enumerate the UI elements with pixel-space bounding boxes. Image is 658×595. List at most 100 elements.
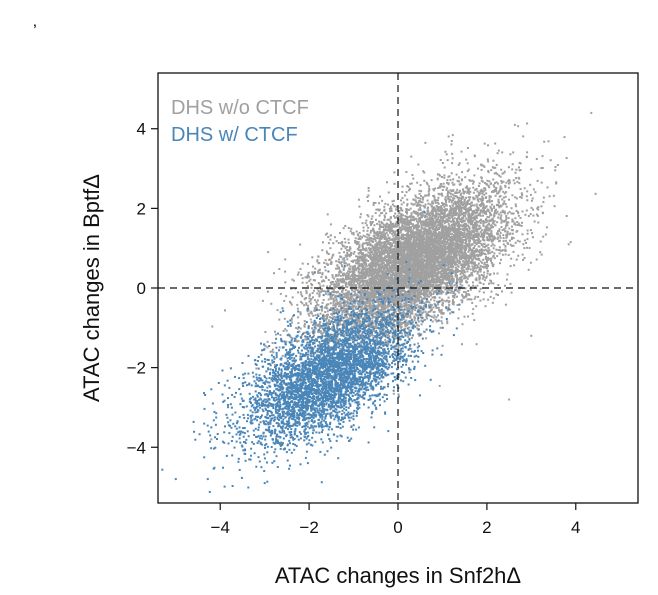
data-point [469, 235, 472, 238]
data-point [354, 274, 357, 277]
data-point [532, 214, 535, 217]
data-point [417, 229, 419, 232]
data-point [325, 341, 328, 344]
data-point [418, 275, 420, 277]
data-point [335, 299, 338, 302]
data-point [467, 284, 470, 287]
data-point [514, 203, 517, 206]
data-point [354, 290, 356, 293]
data-point [387, 226, 390, 229]
data-point [376, 275, 379, 278]
data-point [375, 313, 378, 316]
data-point [452, 197, 455, 200]
data-point [341, 313, 344, 316]
data-point [380, 253, 383, 256]
data-point [416, 222, 419, 225]
data-point [384, 216, 386, 219]
data-point [336, 338, 339, 341]
data-point [437, 202, 440, 205]
data-point [332, 293, 335, 296]
data-point [458, 243, 461, 246]
data-point [343, 245, 346, 248]
data-point [449, 205, 451, 208]
data-point [405, 220, 408, 223]
data-point [453, 209, 456, 212]
data-point [401, 280, 403, 283]
data-point [426, 222, 429, 225]
data-point [382, 226, 385, 228]
data-point [384, 202, 387, 205]
data-point [437, 199, 439, 202]
data-point [270, 302, 273, 305]
data-point [389, 250, 392, 253]
data-point [482, 276, 485, 279]
data-point [397, 301, 400, 304]
data-point [455, 263, 458, 266]
data-point [390, 209, 393, 212]
data-point [425, 277, 428, 280]
data-point [337, 284, 340, 286]
data-point [411, 229, 414, 232]
data-point [479, 227, 482, 229]
data-point [336, 274, 339, 277]
data-point [400, 247, 402, 250]
data-point [321, 273, 324, 276]
data-point [477, 207, 480, 210]
data-point [447, 135, 450, 138]
data-point [434, 201, 437, 204]
data-point [460, 218, 463, 221]
data-point [477, 262, 480, 265]
data-point [361, 252, 364, 254]
data-point [331, 291, 334, 293]
data-point [484, 305, 487, 308]
data-point [441, 303, 444, 306]
data-point [382, 261, 385, 264]
data-point [372, 229, 375, 232]
data-point [364, 280, 366, 282]
data-point [378, 266, 381, 269]
data-point [308, 314, 311, 317]
data-point [459, 189, 461, 192]
data-point [341, 258, 344, 261]
data-point [305, 292, 308, 295]
data-point [340, 247, 343, 250]
data-point [369, 239, 372, 242]
data-point [454, 244, 457, 247]
data-point [457, 246, 459, 249]
data-point [404, 265, 407, 268]
data-point [381, 226, 384, 228]
data-point [359, 285, 362, 288]
data-point [475, 208, 478, 211]
data-point [554, 166, 557, 168]
data-point [449, 285, 452, 288]
data-point [359, 308, 362, 311]
data-point [455, 173, 458, 176]
data-point [567, 243, 570, 246]
data-point [456, 233, 459, 236]
data-point [329, 223, 332, 226]
data-point [390, 256, 393, 258]
data-point [378, 241, 381, 244]
data-point [330, 316, 333, 319]
data-point [398, 237, 401, 240]
data-point [491, 219, 494, 222]
data-point [316, 260, 319, 263]
data-point [332, 283, 335, 286]
data-point [347, 270, 350, 273]
data-point [439, 174, 441, 177]
data-point [299, 291, 302, 294]
data-point [463, 271, 466, 274]
data-point [433, 199, 436, 201]
data-point [374, 288, 377, 291]
data-point [503, 200, 506, 203]
data-point [471, 204, 474, 207]
data-point [416, 204, 419, 207]
data-point [362, 281, 365, 284]
data-point [458, 207, 461, 210]
data-point [463, 245, 466, 247]
data-point [403, 253, 406, 256]
data-point [425, 218, 428, 221]
data-point [481, 249, 484, 252]
data-point [285, 295, 288, 298]
data-point [495, 187, 498, 189]
